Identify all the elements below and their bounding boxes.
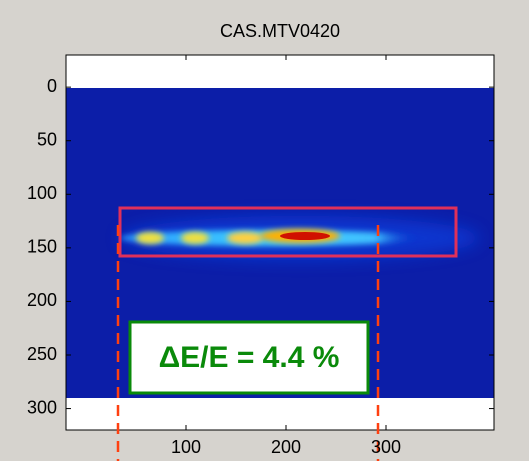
chart-title: CAS.MTV0420: [220, 21, 340, 41]
axes-frame: [65, 54, 495, 431]
x-tick-label: 300: [371, 437, 401, 457]
x-tick-label: 100: [171, 437, 201, 457]
y-tick-label: 300: [27, 397, 57, 417]
y-tick-label: 50: [37, 129, 57, 149]
y-tick-label: 200: [27, 290, 57, 310]
y-tick-label: 0: [47, 76, 57, 96]
y-tick-label: 100: [27, 183, 57, 203]
region-box: [118, 206, 458, 258]
y-tick-label: 150: [27, 237, 57, 257]
annotation: ΔE/E = 4.4 %: [159, 341, 340, 374]
y-tick-label: 250: [27, 344, 57, 364]
annotation-box: [128, 320, 370, 395]
x-tick-label: 200: [271, 437, 301, 457]
